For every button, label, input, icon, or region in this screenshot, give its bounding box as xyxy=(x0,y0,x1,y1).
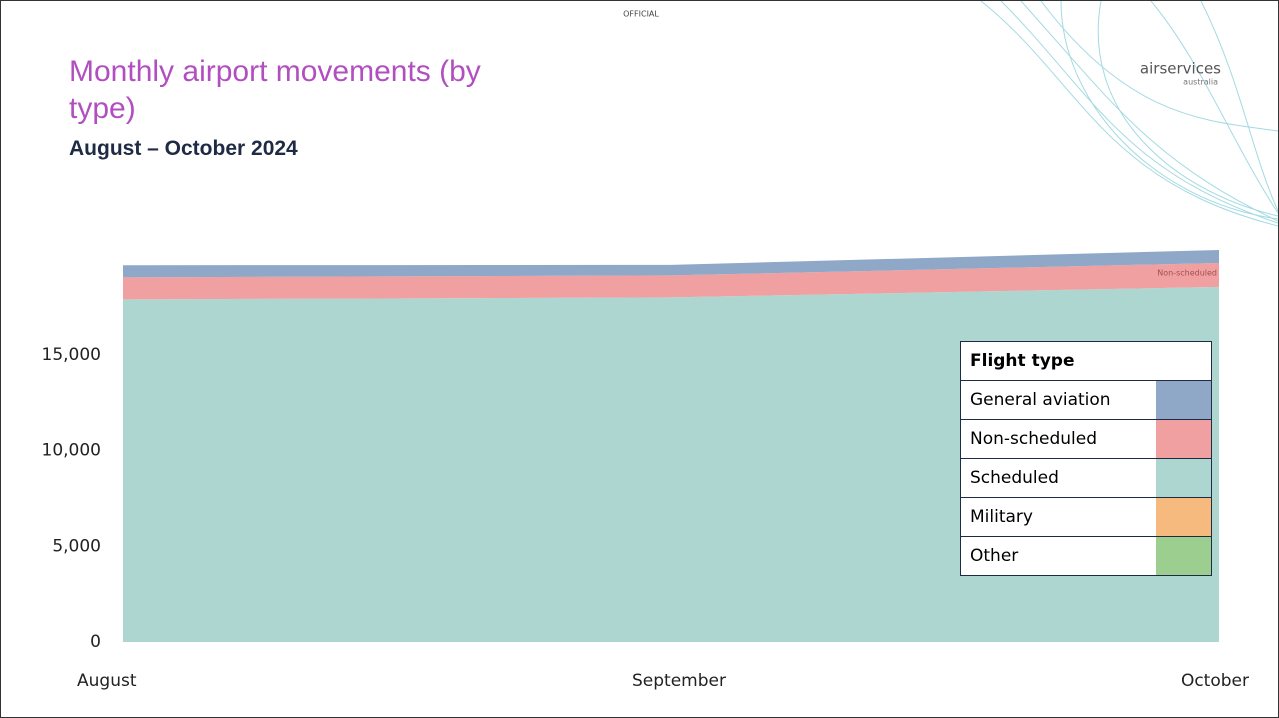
legend-swatch xyxy=(1156,420,1211,458)
legend-item: Scheduled xyxy=(961,458,1211,497)
area xyxy=(123,286,1219,642)
y-tick-label: 0 xyxy=(90,632,101,652)
legend-swatch xyxy=(1156,498,1211,536)
decoration xyxy=(980,1,1278,227)
official-marking: OFFICIAL xyxy=(623,10,659,19)
area xyxy=(123,262,1219,300)
logo-sub: australia xyxy=(1183,78,1218,87)
legend-item: Other xyxy=(961,536,1211,575)
legend-label: General aviation xyxy=(970,390,1111,410)
x-tick-label: August xyxy=(77,671,137,691)
annotation: Non-scheduled xyxy=(1157,269,1217,278)
legend: Flight type General aviation Non-schedule… xyxy=(960,341,1212,576)
logo: airservices xyxy=(1140,60,1221,78)
legend-swatch xyxy=(1156,537,1211,575)
y-tick-label: 10,000 xyxy=(42,441,101,461)
legend-label: Other xyxy=(970,546,1019,566)
legend-item: Military xyxy=(961,497,1211,536)
legend-label: Non-scheduled xyxy=(970,429,1098,449)
legend-label: Military xyxy=(970,507,1033,527)
legend-label: Scheduled xyxy=(970,468,1059,488)
legend-swatch xyxy=(1156,459,1211,497)
chart-title: Monthly airport movements (by type) xyxy=(69,55,481,125)
area xyxy=(123,249,1219,278)
y-tick-label: 15,000 xyxy=(42,345,101,365)
legend-item: Non-scheduled xyxy=(961,419,1211,458)
x-tick-label: September xyxy=(632,671,726,691)
legend-swatch xyxy=(1156,381,1211,419)
y-tick-label: 5,000 xyxy=(52,536,101,556)
legend-item: General aviation xyxy=(961,380,1211,419)
legend-title: Flight type xyxy=(970,351,1075,371)
chart-subtitle: August – October 2024 xyxy=(69,137,298,160)
x-tick-label: October xyxy=(1181,671,1249,691)
